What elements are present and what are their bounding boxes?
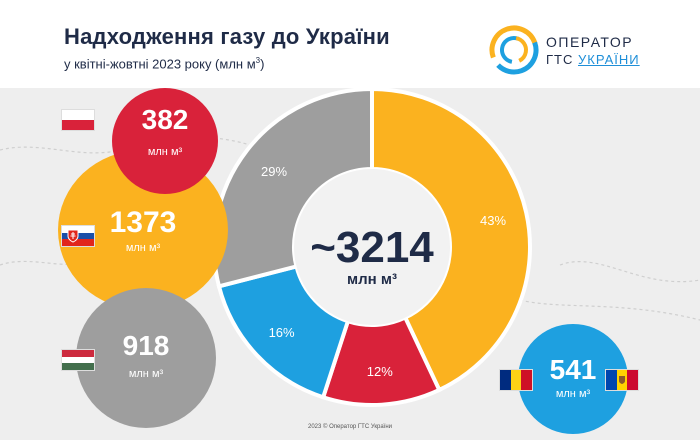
company-logo: ОПЕРАТОР ГТС УКРАЇНИ (488, 22, 658, 78)
moldova-emblem-icon (619, 376, 625, 384)
donut-slice-label-0: 43% (480, 213, 506, 228)
logo-line2-b: УКРАЇНИ (578, 52, 640, 67)
donut-slice-label-1: 12% (367, 364, 393, 379)
bubble-slovakia-value: 1373 (109, 206, 177, 239)
footer-copyright: 2023 © Оператор ГТС України (307, 424, 392, 430)
subtitle-prefix: у квітні-жовтні 2023 року (млн м (64, 56, 256, 72)
bubble-hungary-value: 918 (122, 330, 170, 361)
page-title: Надходження газу до України (64, 24, 390, 49)
slovakia-shield-icon (67, 229, 79, 243)
donut-slice-label-2: 16% (269, 325, 295, 340)
romania-flag-icon (500, 370, 532, 390)
subtitle-superscript: 3 (255, 56, 261, 65)
donut-labels: 43% 12% 16% 29% (261, 164, 506, 379)
bubble-poland-unit: млн м³ (147, 146, 183, 158)
poland-flag-icon (62, 110, 94, 130)
donut-center (294, 169, 450, 325)
donut-total-value: ~3214 (310, 223, 434, 272)
page-subtitle: у квітні-жовтні 2023 року (млн м3) (64, 56, 264, 71)
bubble-hungary: 918 млн м³ (76, 288, 216, 428)
bubble-poland: 382 млн м³ (112, 88, 218, 194)
donut-total-unit: млн м³ (347, 271, 397, 288)
bubble-moldova-unit: млн м³ (555, 388, 591, 400)
slovakia-flag-icon (62, 226, 94, 246)
subtitle-suffix: ) (260, 56, 265, 72)
logo-line2: ГТС УКРАЇНИ (546, 52, 640, 67)
bubble-hungary-unit: млн м³ (128, 368, 164, 380)
bubble-poland-value: 382 (141, 104, 189, 135)
logo-line1: ОПЕРАТОР (546, 34, 634, 50)
bubble-moldova-value: 541 (549, 354, 597, 385)
logo-line2-a: ГТС (546, 52, 574, 67)
logo-emblem-icon (489, 25, 539, 75)
hungary-flag-icon (62, 350, 94, 370)
donut-slice-label-3: 29% (261, 164, 287, 179)
moldova-flag-icon (606, 370, 638, 390)
bubble-slovakia-unit: млн м³ (125, 242, 161, 254)
donut-slices (212, 86, 532, 407)
